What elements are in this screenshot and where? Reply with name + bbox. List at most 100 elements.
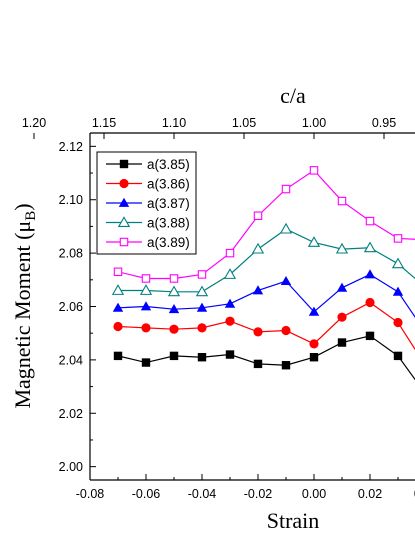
y-axis-title: Magnetic Moment (μB) <box>10 203 39 408</box>
data-point <box>391 257 405 269</box>
data-point <box>365 331 375 341</box>
series-line <box>117 335 415 381</box>
data-point <box>253 211 263 220</box>
data-point <box>197 270 207 279</box>
x-tick-label: -0.06 <box>132 487 161 501</box>
top-tick-label: 0.95 <box>372 116 396 130</box>
data-point <box>225 248 235 258</box>
data-point <box>223 268 237 279</box>
data-point <box>364 269 376 279</box>
top-tick-label: 1.05 <box>232 116 256 130</box>
legend-marker <box>119 159 129 169</box>
data-point <box>112 302 124 312</box>
data-point <box>335 242 349 254</box>
data-point <box>224 298 236 308</box>
data-point <box>197 323 207 333</box>
top-axis-title: c/a <box>280 83 306 108</box>
x-tick-label: -0.08 <box>76 487 105 501</box>
legend-label: a(3.86) <box>147 177 190 192</box>
legend-item: a(3.88) <box>106 216 190 231</box>
data-point <box>253 327 263 337</box>
series-line <box>117 301 415 351</box>
series-1 <box>113 297 415 351</box>
y-tick-label: 2.00 <box>59 460 83 474</box>
data-point <box>336 282 348 292</box>
data-point <box>392 286 404 296</box>
y-tick-label: 2.02 <box>59 407 83 421</box>
data-point <box>280 275 292 286</box>
legend-item: a(3.87) <box>106 196 190 211</box>
data-point <box>167 285 181 297</box>
y-tick-label: 2.08 <box>59 247 83 261</box>
legend-marker <box>119 178 129 189</box>
x-tick-label: 0.00 <box>302 487 326 501</box>
data-point <box>309 353 319 362</box>
y-tick-label: 2.06 <box>59 300 83 314</box>
data-point <box>169 274 179 283</box>
data-point <box>139 284 153 295</box>
data-point <box>252 285 264 295</box>
series-0 <box>113 331 415 381</box>
y-tick-label: 2.10 <box>59 193 83 207</box>
data-point <box>141 358 151 367</box>
series-2 <box>112 269 415 319</box>
data-point <box>140 301 152 311</box>
y-tick-label: 2.12 <box>59 140 83 154</box>
data-point <box>337 338 347 347</box>
data-point <box>168 303 180 314</box>
x-tick-label: 0.02 <box>358 487 382 501</box>
data-point <box>337 312 347 322</box>
legend-label: a(3.85) <box>147 157 190 172</box>
x-axis-title: Strain <box>267 508 320 533</box>
y-axis-title-close: ) <box>10 203 35 210</box>
data-point <box>307 236 321 247</box>
data-point <box>281 361 291 370</box>
data-point <box>251 242 265 254</box>
data-point <box>365 297 375 308</box>
series-3 <box>111 222 415 297</box>
top-tick-label: 1.15 <box>92 116 116 130</box>
legend-item: a(3.85) <box>106 157 190 172</box>
top-tick-label: 1.20 <box>22 116 46 130</box>
data-point <box>393 234 403 243</box>
data-point <box>281 184 291 194</box>
data-point <box>281 325 291 336</box>
data-point <box>197 353 207 362</box>
data-point <box>308 306 320 316</box>
data-point <box>363 241 377 253</box>
data-point <box>225 316 235 326</box>
data-point <box>309 166 319 175</box>
y-axis-title-main: Magnetic Moment (μ <box>10 221 35 409</box>
legend-marker <box>119 237 129 247</box>
y-tick-label: 2.04 <box>59 353 83 367</box>
data-point <box>141 323 151 333</box>
data-point <box>309 339 319 349</box>
data-point <box>393 351 403 361</box>
data-point <box>169 324 179 334</box>
data-point <box>225 350 235 359</box>
data-point <box>113 321 123 332</box>
legend-label: a(3.88) <box>147 216 190 231</box>
data-point <box>113 267 123 277</box>
y-axis-title-sub: B <box>23 211 39 221</box>
data-point <box>141 274 151 283</box>
data-point <box>113 351 123 361</box>
top-tick-label: 1.10 <box>162 116 186 130</box>
legend-item: a(3.89) <box>106 235 190 250</box>
legend-item: a(3.86) <box>106 177 190 192</box>
legend-marker <box>117 216 131 227</box>
legend-marker <box>118 197 130 207</box>
data-point <box>196 302 208 312</box>
series-4 <box>113 166 415 283</box>
x-tick-label: -0.02 <box>244 487 273 501</box>
data-point <box>111 284 125 295</box>
data-point <box>195 285 209 297</box>
x-tick-label: -0.04 <box>188 487 217 501</box>
data-point <box>279 222 293 234</box>
legend-label: a(3.89) <box>147 235 190 250</box>
data-point <box>337 196 347 206</box>
data-point <box>169 351 179 361</box>
data-point <box>253 359 263 369</box>
top-tick-label: 1.00 <box>302 116 326 130</box>
